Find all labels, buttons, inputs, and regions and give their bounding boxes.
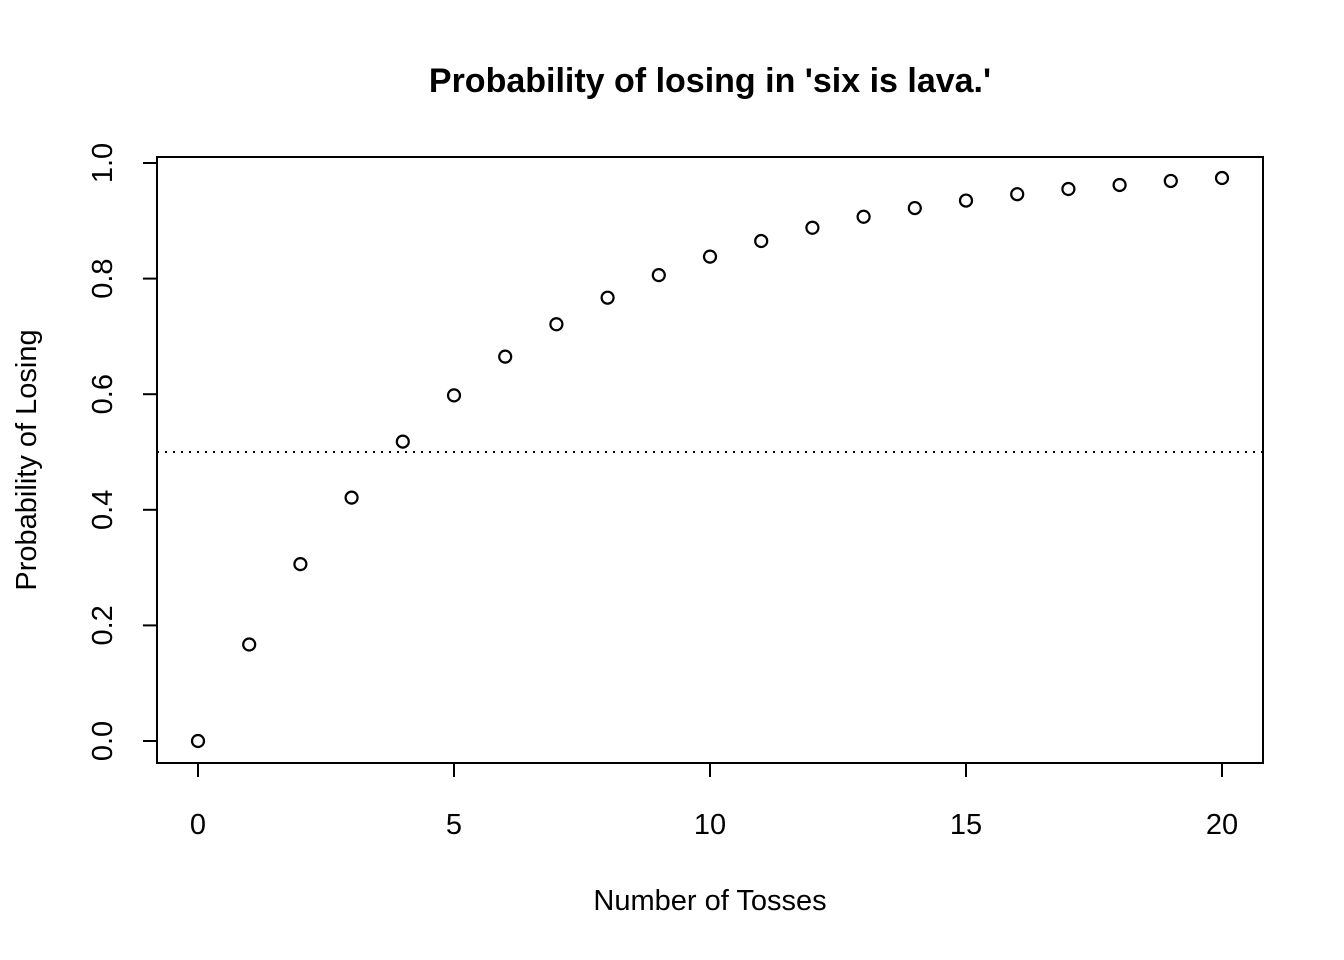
y-axis-label: Probability of Losing xyxy=(11,329,43,590)
data-point xyxy=(242,637,257,652)
chart-title: Probability of losing in 'six is lava.' xyxy=(429,62,991,100)
x-tick-label: 0 xyxy=(190,809,206,841)
y-tick-label: 0.2 xyxy=(87,605,119,645)
data-point xyxy=(1010,187,1025,202)
data-point xyxy=(600,290,615,305)
data-points xyxy=(190,170,1230,749)
y-tick-label: 0.8 xyxy=(87,258,119,298)
y-tick-label: 1.0 xyxy=(87,143,119,183)
data-point xyxy=(907,200,922,216)
data-point xyxy=(856,209,871,224)
data-point xyxy=(395,434,410,449)
data-point xyxy=(1112,177,1127,193)
data-point xyxy=(754,233,769,249)
data-point xyxy=(1163,173,1178,189)
data-point xyxy=(549,317,564,332)
data-point xyxy=(651,268,666,283)
data-point xyxy=(190,733,206,749)
data-point xyxy=(446,388,462,403)
x-axis-label: Number of Tosses xyxy=(593,885,826,917)
y-tick-label: 0.0 xyxy=(87,721,119,761)
data-point xyxy=(805,220,820,235)
plot-frame xyxy=(156,156,1264,764)
y-tick-label: 0.6 xyxy=(87,374,119,414)
x-axis: 0 5 10 15 20 xyxy=(190,762,1238,841)
data-point xyxy=(344,490,359,505)
y-axis: 0.0 0.2 0.4 0.6 0.8 1.0 xyxy=(87,143,158,761)
data-point xyxy=(958,193,974,208)
x-tick-label: 15 xyxy=(950,809,982,841)
x-tick-label: 10 xyxy=(694,809,726,841)
data-point xyxy=(1214,170,1230,186)
x-tick-label: 5 xyxy=(446,809,462,841)
y-tick-label: 0.4 xyxy=(87,490,119,530)
x-tick-label: 20 xyxy=(1206,809,1238,841)
data-point xyxy=(702,249,718,264)
data-point xyxy=(1061,181,1076,197)
data-point xyxy=(293,557,308,572)
data-point xyxy=(498,349,513,364)
